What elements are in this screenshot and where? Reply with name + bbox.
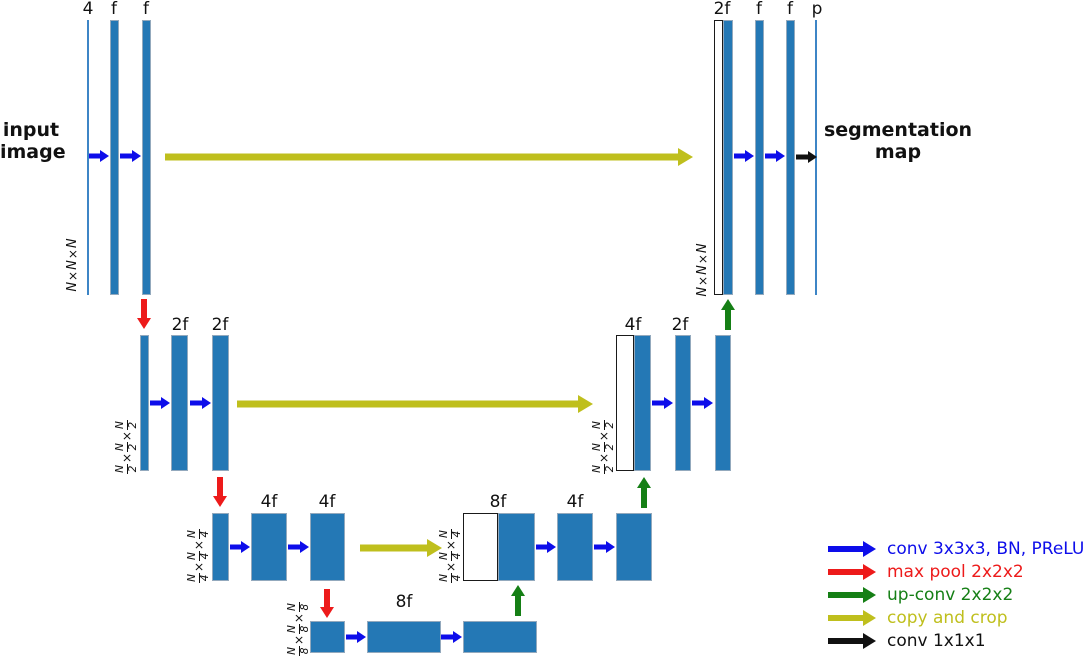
dec3-conv1-channels-label: 4f <box>566 492 584 512</box>
legend-up-conv-arrow-icon <box>828 587 876 603</box>
dec1-conv2-bar <box>786 20 795 295</box>
legend-copy-crop-label: copy and crop <box>887 608 1008 628</box>
conv-arrow <box>89 149 109 163</box>
legend-up-conv-label: up-conv 2x2x2 <box>887 585 1014 605</box>
dec1-conv1-channels-label: f <box>756 0 762 19</box>
conv-arrow <box>150 396 170 410</box>
enc2-conv2-bar <box>212 335 229 471</box>
dec1-upconv-bar <box>723 20 733 295</box>
enc1-conv1-channels-label: f <box>111 0 117 19</box>
enc3-pooled-bar <box>212 513 229 581</box>
copy-crop-arrow <box>360 538 442 557</box>
enc3-dims-label: N 4 × N 4 × N 4 <box>186 529 211 583</box>
dec2-concat-channels-label: 4f <box>624 315 642 335</box>
conv-arrow <box>346 630 366 644</box>
enc2-pooled-bar <box>140 335 149 471</box>
dec1-concat-channels-label: 2f <box>713 0 731 19</box>
dec1-dims-label: N × N × N <box>695 243 710 297</box>
dec3-dims-label: N 4 × N 4 × N 4 <box>438 529 463 583</box>
dec3-concat-channels-label: 8f <box>489 492 507 512</box>
dec2-upconv-bar <box>634 335 651 471</box>
legend-conv-arrow-icon <box>828 541 876 557</box>
up-conv-arrow <box>636 477 651 508</box>
segmentation-map-title: segmentation map <box>823 119 973 163</box>
dec2-dims-label: N 2 × N 2 × N 2 <box>591 420 616 474</box>
enc3-conv1-bar <box>251 513 287 581</box>
legend-copy-crop-arrow-icon <box>828 610 876 626</box>
enc2-dims-label: N 2 × N 2 × N 2 <box>114 420 139 474</box>
dec1-conv2-channels-label: f <box>787 0 793 19</box>
dec3-copied-features-box <box>463 513 498 581</box>
input-image-title: input image <box>0 119 66 163</box>
dec1-conv1-bar <box>755 20 764 295</box>
conv-arrow <box>536 540 556 554</box>
conv-arrow <box>734 149 754 163</box>
conv-arrow <box>288 540 309 554</box>
dec1-copied-features-box <box>714 20 723 295</box>
up-conv-arrow <box>510 585 525 616</box>
bottleneck-channels-label: 8f <box>395 592 413 612</box>
copy-crop-arrow <box>237 394 593 413</box>
enc1-input-layer-line <box>87 20 89 295</box>
enc1-conv1-bar <box>110 20 119 295</box>
bottleneck-dims-label: N 8 × N 8 × N 8 <box>286 602 311 656</box>
legend-max-pool-arrow-icon <box>828 564 876 580</box>
copy-crop-arrow <box>165 147 693 166</box>
legend-max-pool-label: max pool 2x2x2 <box>887 562 1024 582</box>
legend-conv1x1-label: conv 1x1x1 <box>887 631 986 651</box>
dec1-output-channels-label: p <box>811 0 823 19</box>
conv1x1-arrow <box>796 150 817 164</box>
dec3-conv1-bar <box>557 513 593 581</box>
conv-arrow <box>594 540 615 554</box>
legend-conv1x1-arrow-icon <box>828 633 876 649</box>
bottleneck-conv1-bar <box>367 621 441 653</box>
max-pool-arrow <box>136 299 151 329</box>
up-conv-arrow <box>720 299 735 330</box>
enc3-conv1-channels-label: 4f <box>260 492 278 512</box>
enc2-conv2-channels-label: 2f <box>211 315 229 335</box>
enc3-conv2-bar <box>310 513 345 581</box>
conv-arrow <box>190 396 211 410</box>
dec3-upconv-bar <box>498 513 535 581</box>
enc1-dims-label: N × N × N <box>65 238 80 292</box>
dec2-copied-features-box <box>616 335 634 471</box>
enc1-input-channels-label: 4 <box>82 0 94 19</box>
dec2-conv2-bar <box>715 335 731 471</box>
dec2-conv1-channels-label: 2f <box>671 315 689 335</box>
enc1-conv2-channels-label: f <box>143 0 149 19</box>
enc1-conv2-bar <box>142 20 151 295</box>
conv-arrow <box>765 149 785 163</box>
max-pool-arrow <box>319 589 334 618</box>
legend-conv-label: conv 3x3x3, BN, PReLU <box>887 539 1084 559</box>
dec3-conv2-bar <box>616 513 652 581</box>
conv-arrow <box>692 396 713 410</box>
enc2-conv1-channels-label: 2f <box>171 315 189 335</box>
conv-arrow <box>230 540 250 554</box>
dec2-conv1-bar <box>675 335 691 471</box>
bottleneck-pooled-bar <box>310 621 345 653</box>
conv-arrow <box>441 630 462 644</box>
conv-arrow <box>120 149 141 163</box>
enc2-conv1-bar <box>171 335 188 471</box>
bottleneck-conv2-bar <box>463 621 537 653</box>
max-pool-arrow <box>212 477 227 507</box>
conv-arrow <box>652 396 673 410</box>
enc3-conv2-channels-label: 4f <box>318 492 336 512</box>
